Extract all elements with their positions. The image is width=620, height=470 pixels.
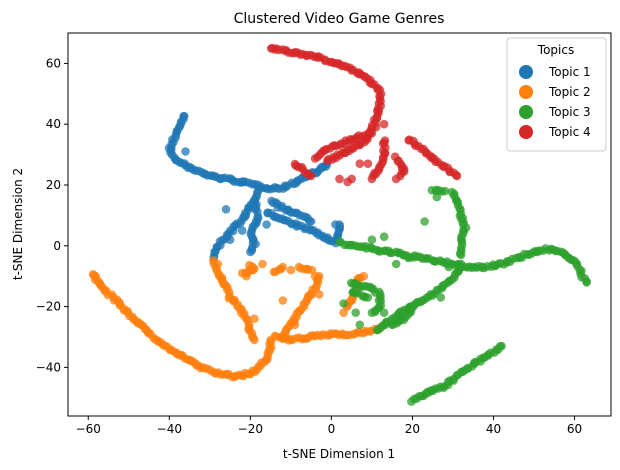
data-point xyxy=(286,265,296,275)
data-point xyxy=(355,159,365,168)
data-point xyxy=(323,156,332,165)
data-point xyxy=(314,290,324,299)
data-point xyxy=(246,247,255,257)
y-tick-label: 60 xyxy=(46,56,61,70)
data-point xyxy=(225,235,235,244)
data-point xyxy=(582,278,591,287)
legend-frame xyxy=(506,37,607,152)
x-tick-label: −60 xyxy=(76,422,101,436)
data-point xyxy=(347,174,357,184)
chart-title: Clustered Video Game Genres xyxy=(234,11,445,27)
y-tick-label: 40 xyxy=(46,117,61,131)
y-tick-label: 20 xyxy=(46,178,61,192)
y-axis-title: t-SNE Dimension 2 xyxy=(11,168,25,280)
x-tick-label: −20 xyxy=(238,422,263,436)
data-point xyxy=(237,226,247,235)
data-point xyxy=(379,232,389,241)
data-point xyxy=(456,250,466,260)
series-3 xyxy=(335,185,591,406)
data-point xyxy=(404,253,413,263)
data-point xyxy=(391,259,401,269)
plot-area xyxy=(67,32,612,417)
y-tick-label: −40 xyxy=(36,360,61,374)
data-point xyxy=(379,308,389,318)
data-point xyxy=(258,259,267,269)
x-tick-label: 0 xyxy=(328,422,336,436)
legend-label: Topic 4 xyxy=(548,125,591,139)
x-tick-label: −40 xyxy=(157,422,182,436)
data-point xyxy=(181,147,190,156)
data-point xyxy=(250,335,259,345)
data-point xyxy=(306,217,316,226)
data-point xyxy=(387,320,397,330)
data-point xyxy=(335,174,344,184)
data-point xyxy=(351,308,361,318)
data-point xyxy=(310,271,320,281)
data-point xyxy=(497,341,506,351)
x-tick-label: 60 xyxy=(567,422,582,436)
data-point xyxy=(306,171,316,181)
data-points-layer xyxy=(88,43,591,406)
data-point xyxy=(221,205,231,214)
data-point xyxy=(278,296,288,305)
data-point xyxy=(250,314,259,324)
data-point xyxy=(367,308,377,318)
y-tick-label: 0 xyxy=(53,239,61,253)
data-point xyxy=(213,259,223,269)
data-point xyxy=(456,259,466,269)
data-point xyxy=(331,220,340,229)
data-point xyxy=(367,235,377,244)
legend-marker xyxy=(519,65,533,79)
y-axis: −40 −20 0 20 40 60 xyxy=(36,56,68,374)
legend-marker xyxy=(519,105,533,119)
x-tick-label: 20 xyxy=(405,422,420,436)
data-point xyxy=(294,262,304,272)
data-point xyxy=(290,320,300,330)
x-axis-title: t-SNE Dimension 1 xyxy=(283,447,395,461)
data-point xyxy=(452,171,462,181)
data-point xyxy=(436,293,446,302)
legend-marker xyxy=(519,125,533,139)
legend-label: Topic 2 xyxy=(548,85,591,99)
data-point xyxy=(347,296,357,305)
legend-label: Topic 1 xyxy=(548,65,591,79)
series-2 xyxy=(88,256,385,382)
data-point xyxy=(420,217,429,226)
legend-label: Topic 3 xyxy=(548,105,591,119)
x-tick-label: 40 xyxy=(486,422,501,436)
series-4 xyxy=(266,43,462,187)
data-point xyxy=(359,271,369,281)
y-tick-label: −20 xyxy=(36,300,61,314)
data-point xyxy=(262,220,271,229)
data-point xyxy=(363,293,373,302)
data-point xyxy=(339,299,348,308)
data-point xyxy=(379,119,389,129)
data-point xyxy=(444,262,454,272)
data-point xyxy=(355,320,365,330)
x-axis: −60 −40 −20 0 20 40 60 xyxy=(76,416,582,436)
data-point xyxy=(391,174,401,184)
data-point xyxy=(440,186,450,196)
data-point xyxy=(367,174,377,184)
data-point xyxy=(363,159,373,168)
legend: Topics Topic 1 Topic 2 Topic 3 Topic 4 xyxy=(506,37,607,152)
legend-marker xyxy=(519,85,533,99)
data-point xyxy=(339,308,348,318)
data-point xyxy=(242,271,251,281)
data-point xyxy=(367,129,377,138)
data-point xyxy=(278,262,288,272)
legend-title: Topics xyxy=(537,43,574,57)
data-point xyxy=(432,192,442,202)
data-point xyxy=(371,122,381,132)
